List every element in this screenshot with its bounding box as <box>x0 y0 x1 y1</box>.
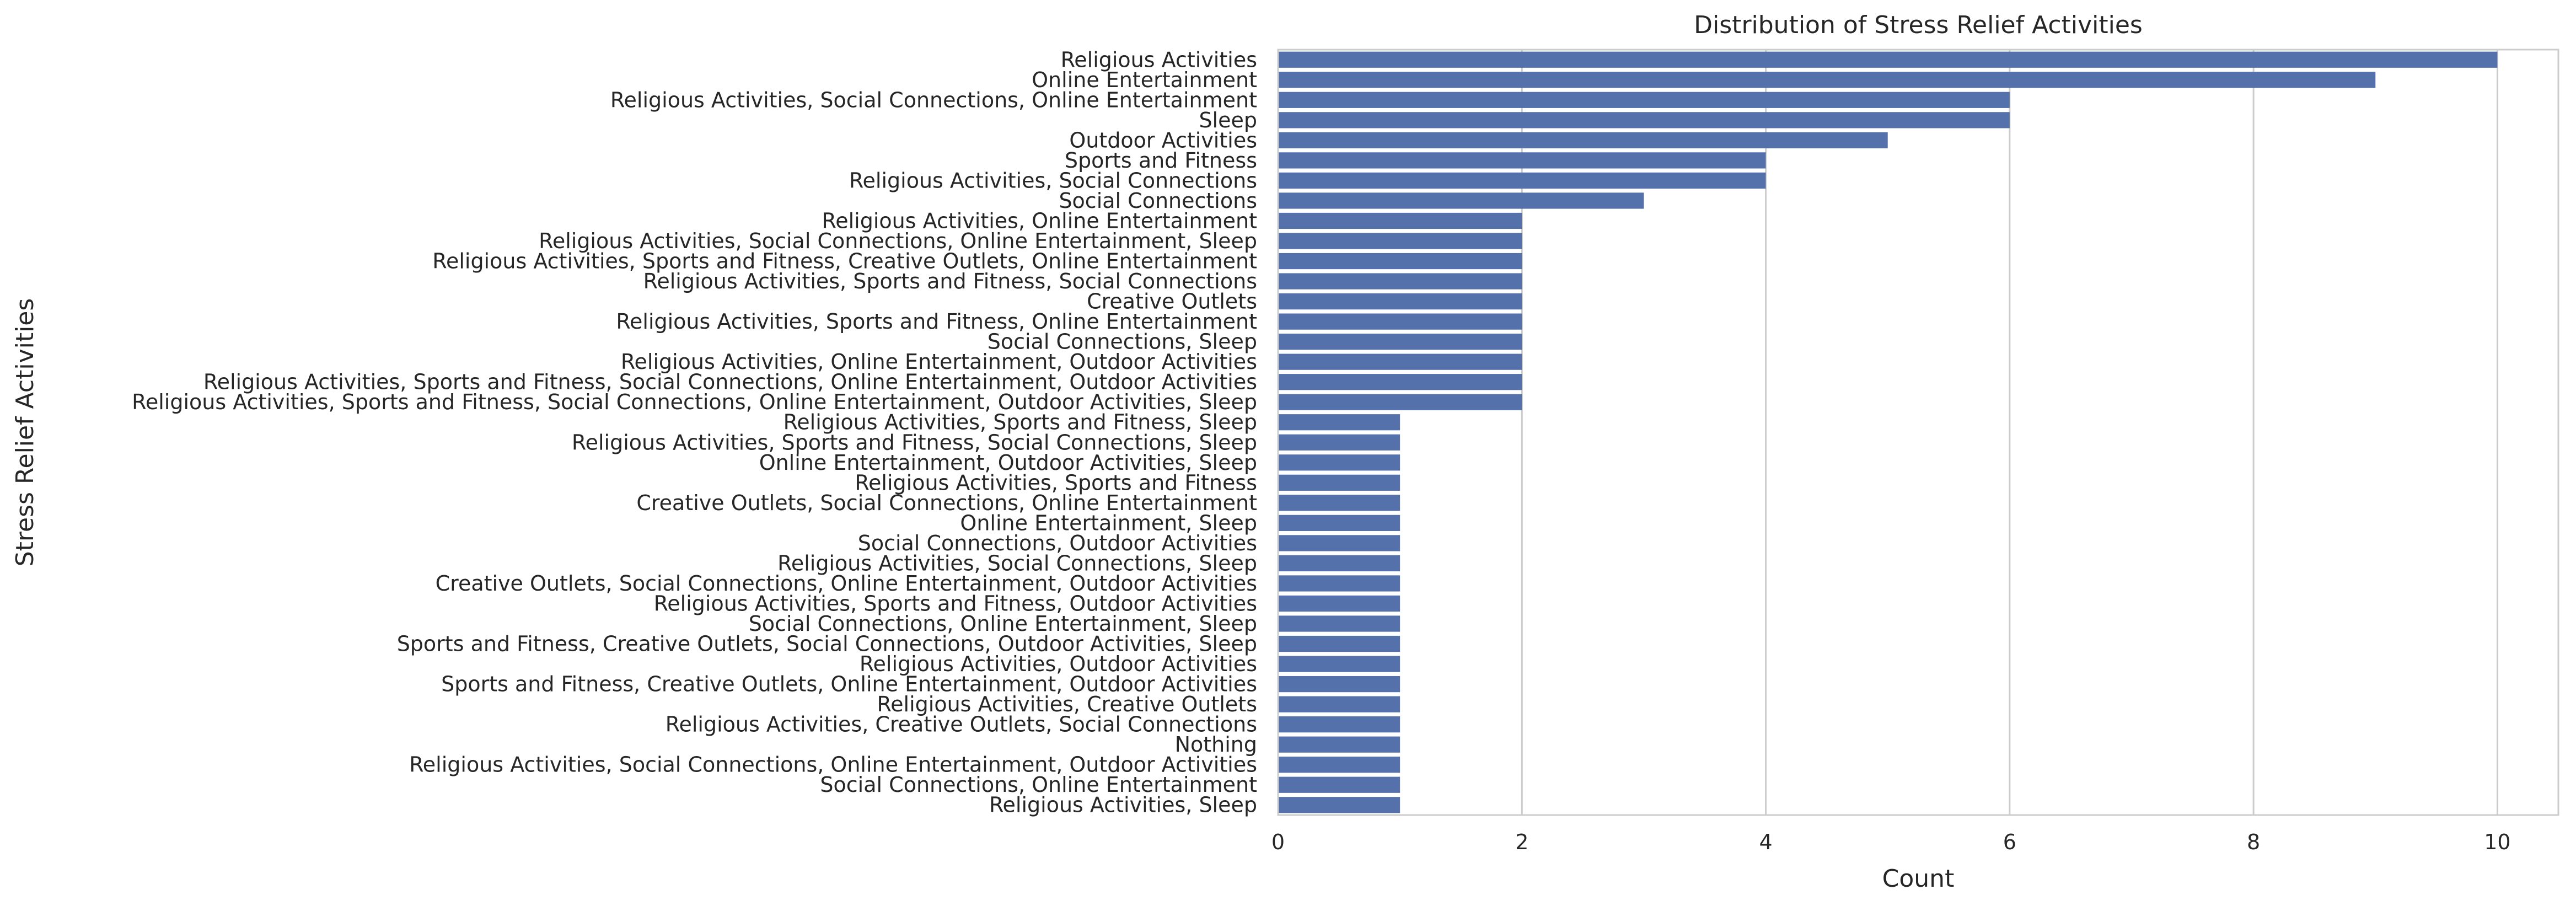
x-tick-label: 0 <box>1271 830 1285 854</box>
category-label: Religious Activities, Social Connections… <box>610 88 1257 112</box>
bar <box>1278 454 1400 471</box>
bars <box>1278 51 2498 813</box>
category-label: Religious Activities <box>1061 47 1257 72</box>
bar <box>1278 716 1400 733</box>
category-label: Outdoor Activities <box>1069 128 1257 152</box>
category-label: Religious Activities, Sports and Fitness… <box>203 370 1257 394</box>
x-tick-labels: 0 2 4 6 8 10 <box>1271 830 2511 854</box>
bar <box>1278 635 1400 652</box>
category-label: Social Connections, Sleep <box>988 330 1257 354</box>
bar <box>1278 676 1400 693</box>
x-tick-label: 8 <box>2247 830 2260 854</box>
bar <box>1278 374 1522 390</box>
category-label: Creative Outlets <box>1087 290 1257 314</box>
category-label: Religious Activities, Social Connections… <box>539 229 1257 253</box>
category-label: Religious Activities, Sports and Fitness… <box>643 269 1257 293</box>
bar <box>1278 434 1400 451</box>
category-label: Sports and Fitness, Creative Outlets, On… <box>441 672 1257 696</box>
category-label: Sleep <box>1199 108 1257 132</box>
category-label: Religious Activities, Sports and Fitness… <box>654 591 1257 615</box>
bar <box>1278 595 1400 612</box>
bar <box>1278 575 1400 592</box>
bar <box>1278 132 1888 148</box>
bar <box>1278 233 1522 249</box>
bar <box>1278 313 1522 330</box>
x-tick-label: 10 <box>2484 830 2510 854</box>
bar <box>1278 736 1400 753</box>
category-label: Creative Outlets, Social Connections, On… <box>436 571 1257 596</box>
bar <box>1278 192 1644 209</box>
category-label: Online Entertainment, Sleep <box>960 511 1257 535</box>
category-label: Religious Activities, Creative Outlets, … <box>666 712 1257 737</box>
bar <box>1278 212 1522 229</box>
category-label: Religious Activities, Online Entertainme… <box>822 208 1257 233</box>
bar <box>1278 414 1400 431</box>
bar <box>1278 92 2010 108</box>
bar <box>1278 51 2498 68</box>
bar <box>1278 555 1400 572</box>
bar <box>1278 474 1400 491</box>
x-tick-label: 2 <box>1515 830 1528 854</box>
category-label: Online Entertainment <box>1032 68 1257 92</box>
bar <box>1278 353 1522 370</box>
category-label: Social Connections, Outdoor Activities <box>858 531 1257 555</box>
bar <box>1278 515 1400 531</box>
bar <box>1278 394 1522 410</box>
bar <box>1278 273 1522 290</box>
bar <box>1278 696 1400 712</box>
bar <box>1278 112 2010 128</box>
bar <box>1278 253 1522 270</box>
category-label: Religious Activities, Outdoor Activities <box>860 652 1257 676</box>
category-label: Religious Activities, Sports and Fitness… <box>132 390 1257 414</box>
bar <box>1278 293 1522 310</box>
category-label: Religious Activities, Social Connections <box>849 168 1257 192</box>
category-label: Online Entertainment, Outdoor Activities… <box>759 451 1257 475</box>
category-label: Religious Activities, Sleep <box>989 793 1257 817</box>
category-label: Nothing <box>1175 732 1257 757</box>
bar <box>1278 656 1400 672</box>
category-label: Religious Activities, Sports and Fitness… <box>572 430 1257 454</box>
category-label: Creative Outlets, Social Connections, On… <box>636 491 1257 515</box>
category-label: Social Connections, Online Entertainment… <box>749 612 1257 636</box>
bar <box>1278 615 1400 632</box>
x-tick-label: 4 <box>1759 830 1772 854</box>
category-label: Religious Activities, Sports and Fitness… <box>783 410 1257 435</box>
category-label: Sports and Fitness, Creative Outlets, So… <box>397 632 1257 656</box>
category-label: Religious Activities, Social Connections… <box>777 551 1257 575</box>
category-label: Religious Activities, Social Connections… <box>409 753 1257 777</box>
x-tick-label: 6 <box>2003 830 2016 854</box>
bar <box>1278 152 1766 169</box>
category-label: Social Connections <box>1059 189 1257 213</box>
category-label: Sports and Fitness <box>1065 148 1257 173</box>
x-axis-title: Count <box>1882 865 1955 893</box>
category-label: Religious Activities, Creative Outlets <box>877 692 1257 716</box>
bar <box>1278 535 1400 551</box>
category-label: Religious Activities, Sports and Fitness… <box>616 309 1257 334</box>
category-label: Social Connections, Online Entertainment <box>820 773 1257 797</box>
category-label: Religious Activities, Online Entertainme… <box>621 350 1257 374</box>
bar <box>1278 334 1522 350</box>
bar <box>1278 172 1766 189</box>
y-axis-title: Stress Relief Activities <box>11 298 39 567</box>
bar <box>1278 797 1400 813</box>
bar <box>1278 776 1400 793</box>
bar <box>1278 495 1400 511</box>
chart-title: Distribution of Stress Relief Activities <box>1694 11 2143 39</box>
category-label: Religious Activities, Sports and Fitness… <box>432 249 1257 274</box>
plot-frame <box>1277 49 2559 816</box>
category-label: Religious Activities, Sports and Fitness <box>855 470 1257 495</box>
bar <box>1278 757 1400 773</box>
bar <box>1278 72 2376 88</box>
